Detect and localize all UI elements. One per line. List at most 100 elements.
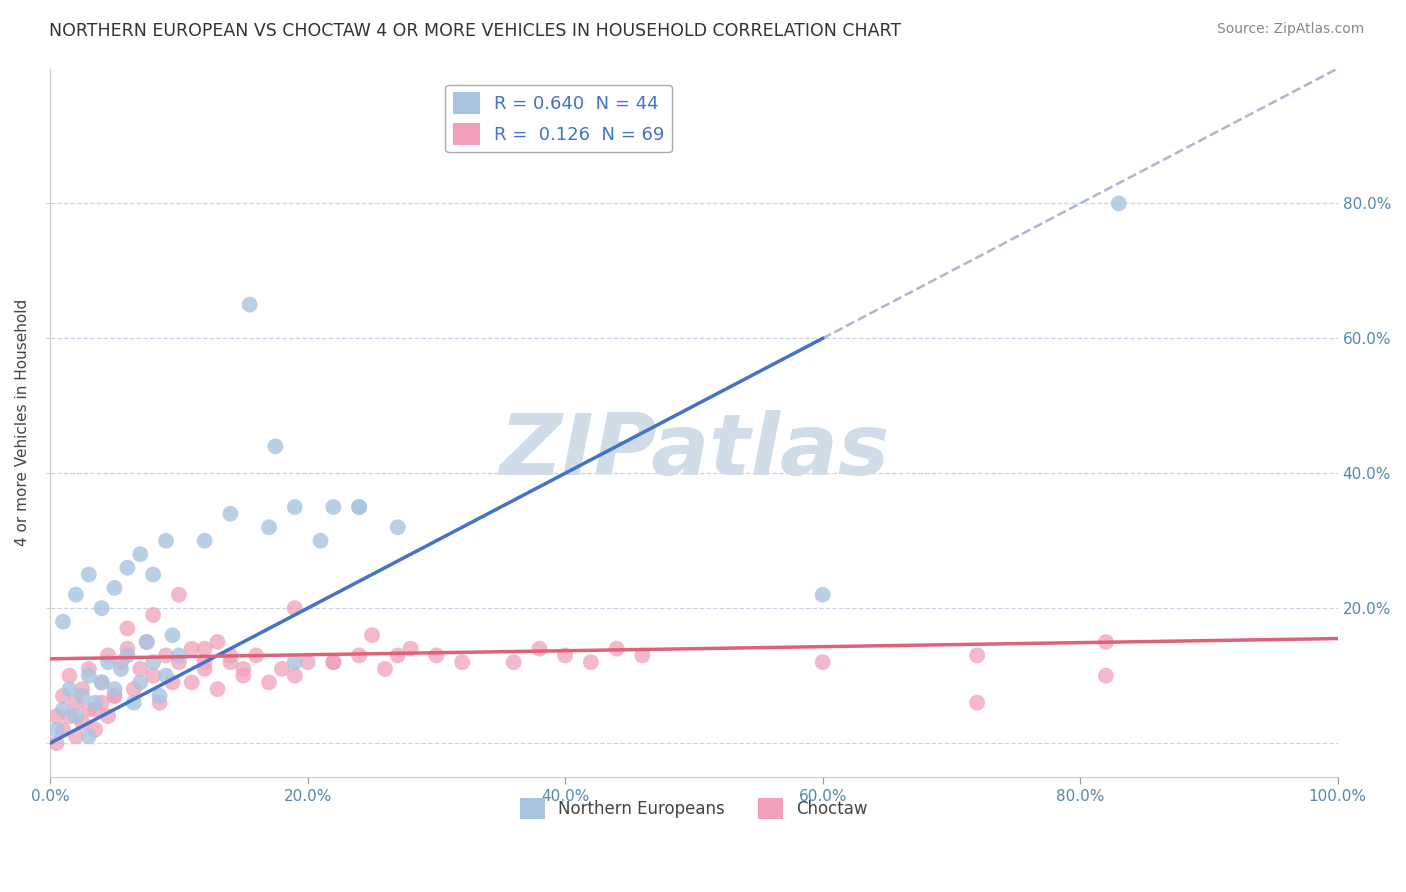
Point (77, 702, 100, 716)
Point (194, 641, 217, 656)
Point (117, 560, 139, 574)
Point (347, 648, 370, 663)
Point (194, 655, 217, 669)
Point (180, 675, 202, 690)
Point (631, 648, 654, 663)
Point (232, 668, 254, 682)
Point (399, 641, 422, 656)
Point (117, 622, 139, 636)
Point (77, 668, 100, 682)
Point (239, 298, 262, 312)
Point (451, 655, 474, 669)
Point (194, 533, 217, 548)
Point (129, 662, 152, 676)
Point (425, 648, 447, 663)
Point (811, 588, 834, 602)
Legend: Northern Europeans, Choctaw: Northern Europeans, Choctaw (513, 791, 875, 825)
Point (65, 696, 87, 710)
Point (347, 500, 370, 514)
Point (811, 655, 834, 669)
Point (103, 689, 125, 703)
Point (1095, 668, 1118, 682)
Point (45, 723, 67, 737)
Y-axis label: 4 or more Vehicles in Household: 4 or more Vehicles in Household (15, 299, 30, 546)
Point (52, 689, 75, 703)
Text: Source: ZipAtlas.com: Source: ZipAtlas.com (1216, 22, 1364, 37)
Point (167, 648, 190, 663)
Point (103, 581, 125, 595)
Point (84, 696, 107, 710)
Point (58, 682, 80, 697)
Point (103, 689, 125, 703)
Point (135, 635, 157, 649)
Point (529, 641, 551, 656)
Point (374, 662, 396, 676)
Point (142, 607, 165, 622)
Point (122, 696, 145, 710)
Point (387, 648, 409, 663)
Point (966, 648, 988, 663)
Point (90, 675, 112, 690)
Point (180, 641, 202, 656)
Point (257, 675, 280, 690)
Point (606, 641, 628, 656)
Point (142, 567, 165, 582)
Point (347, 500, 370, 514)
Point (52, 723, 75, 737)
Point (129, 675, 152, 690)
Point (148, 696, 170, 710)
Point (155, 648, 177, 663)
Point (77, 662, 100, 676)
Point (1108, 196, 1130, 211)
Point (167, 588, 190, 602)
Point (322, 655, 344, 669)
Point (97, 709, 120, 723)
Point (966, 696, 988, 710)
Point (194, 662, 217, 676)
Point (155, 668, 177, 682)
Point (72, 682, 94, 697)
Point (72, 689, 94, 703)
Point (58, 668, 80, 682)
Point (65, 709, 87, 723)
Point (97, 648, 120, 663)
Point (162, 628, 184, 642)
Point (135, 635, 157, 649)
Point (387, 520, 409, 534)
Point (579, 655, 602, 669)
Point (264, 439, 287, 453)
Point (322, 500, 344, 514)
Point (52, 702, 75, 716)
Point (309, 533, 332, 548)
Point (284, 601, 307, 615)
Point (84, 702, 107, 716)
Point (77, 730, 100, 744)
Point (117, 641, 139, 656)
Point (554, 648, 576, 663)
Point (322, 655, 344, 669)
Point (361, 628, 384, 642)
Point (142, 655, 165, 669)
Point (219, 655, 242, 669)
Point (103, 682, 125, 697)
Point (129, 547, 152, 561)
Point (284, 500, 307, 514)
Point (90, 675, 112, 690)
Point (257, 520, 280, 534)
Point (117, 648, 139, 663)
Point (65, 588, 87, 602)
Point (90, 696, 112, 710)
Point (77, 567, 100, 582)
Point (45, 736, 67, 750)
Point (270, 662, 292, 676)
Point (207, 682, 229, 697)
Point (245, 648, 267, 663)
Point (45, 709, 67, 723)
Point (284, 655, 307, 669)
Point (148, 689, 170, 703)
Point (97, 655, 120, 669)
Point (155, 533, 177, 548)
Point (219, 648, 242, 663)
Point (297, 655, 319, 669)
Point (84, 723, 107, 737)
